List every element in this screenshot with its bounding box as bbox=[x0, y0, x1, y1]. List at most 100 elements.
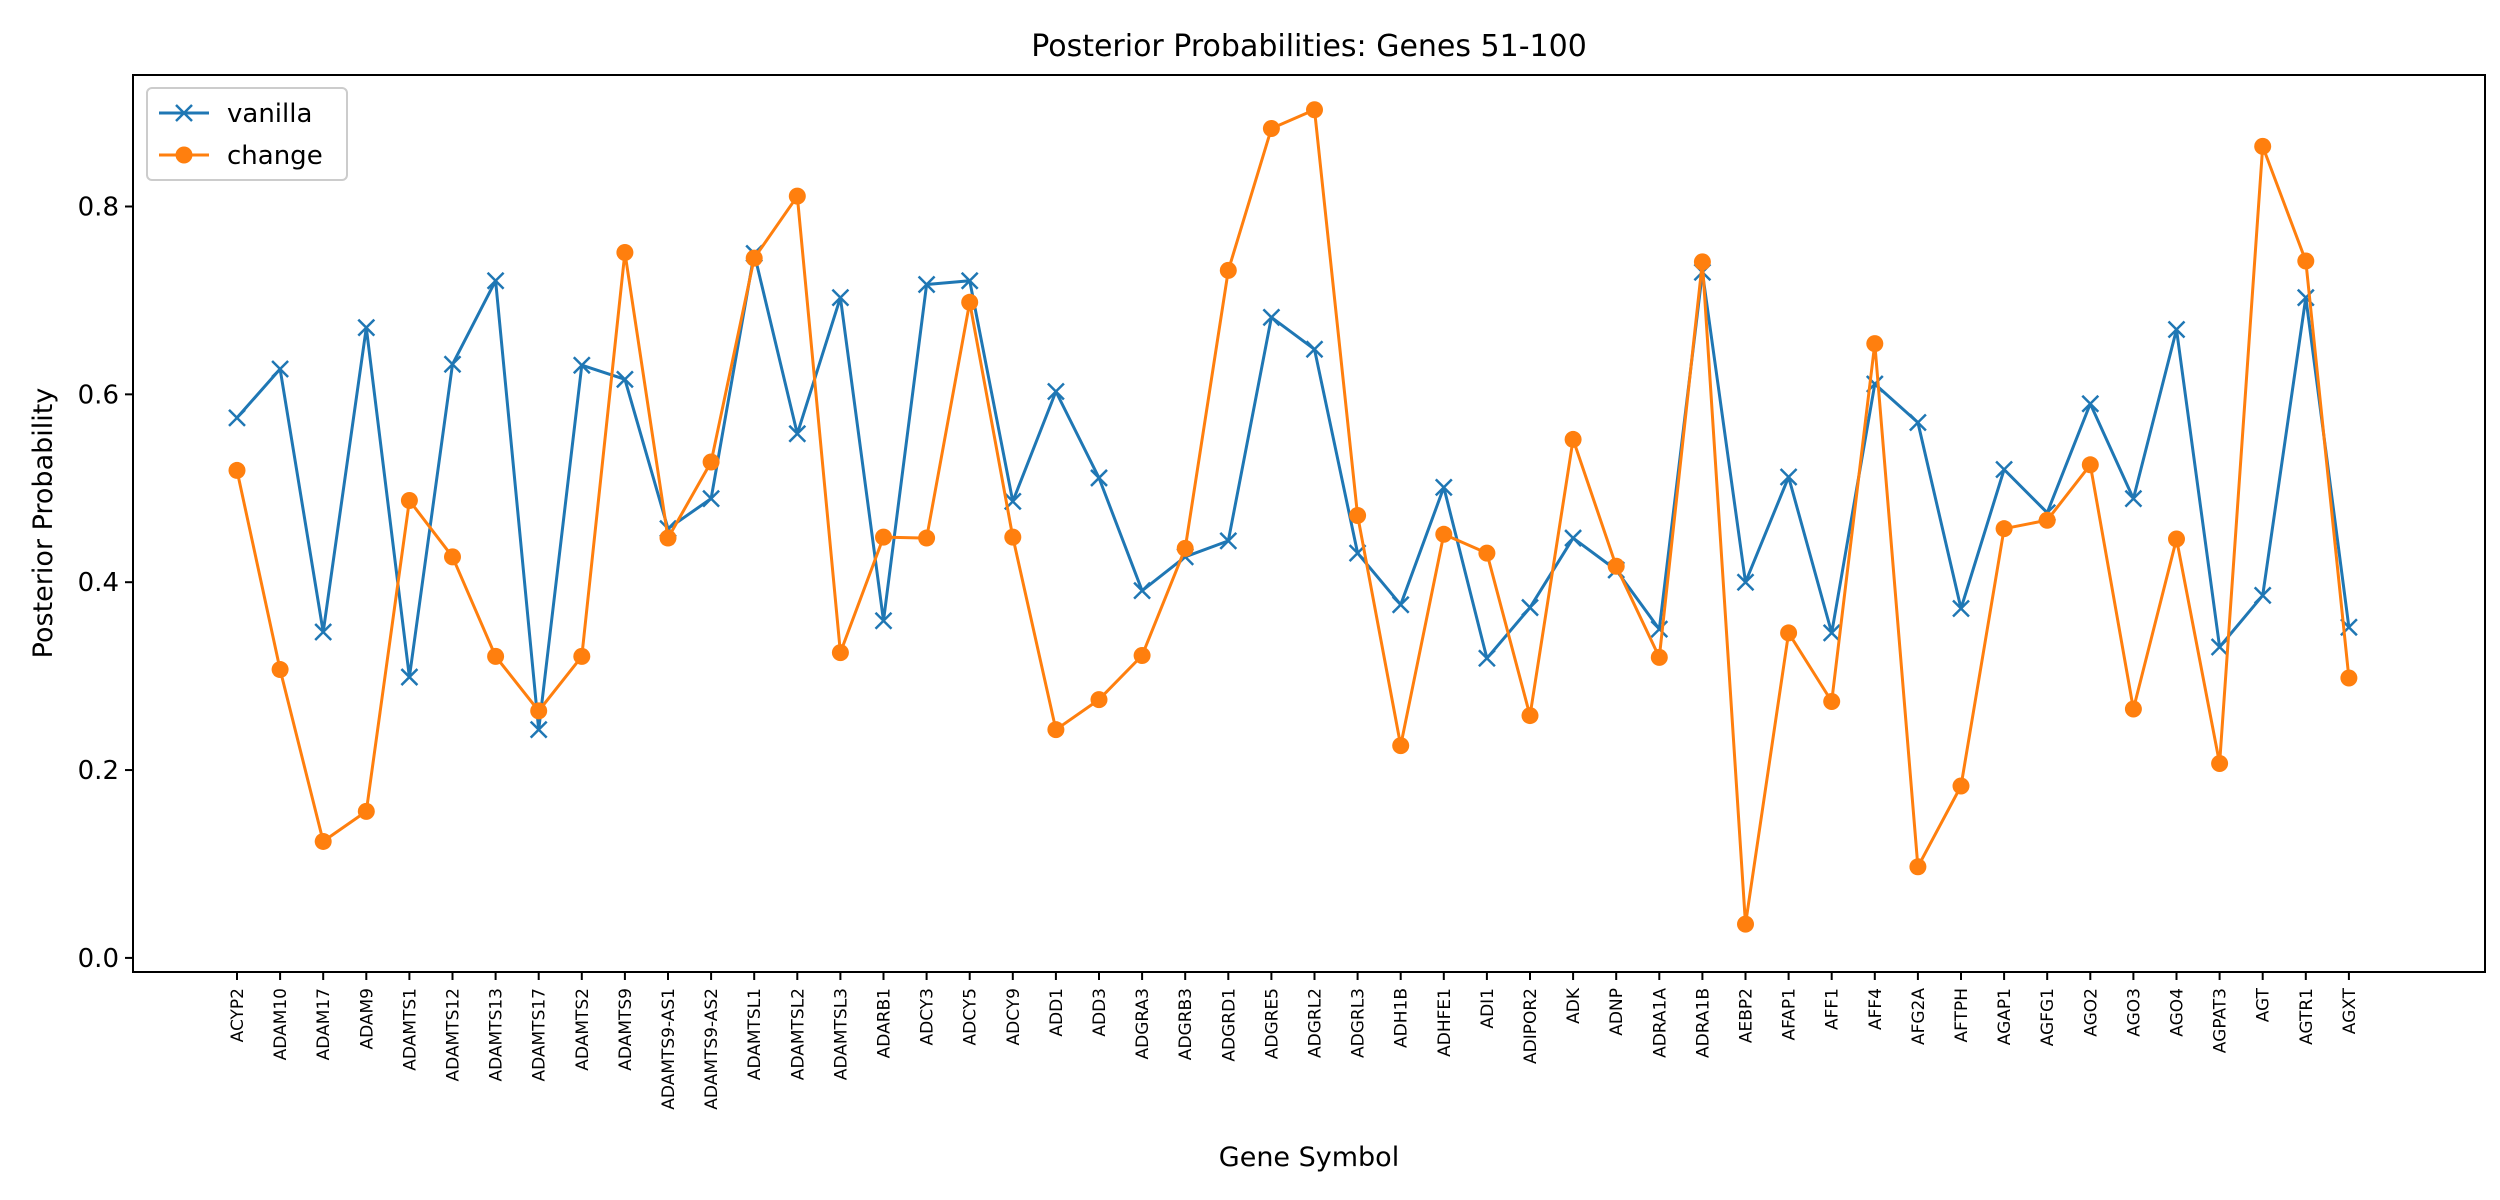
x-tick-label: ADAMTS2 bbox=[573, 988, 593, 1071]
data-point-change bbox=[1607, 557, 1625, 575]
x-tick-label: ADARB1 bbox=[875, 988, 895, 1058]
x-tick-label: ADAMTS12 bbox=[444, 988, 464, 1082]
x-tick-label: AFF1 bbox=[1823, 988, 1843, 1030]
data-point-change bbox=[1262, 120, 1280, 138]
x-tick-label: ADAMTS9 bbox=[616, 988, 636, 1071]
data-point-vanilla bbox=[2167, 320, 2186, 339]
y-tick-label: 0.2 bbox=[78, 756, 119, 786]
data-point-vanilla bbox=[1133, 581, 1151, 600]
data-point-change bbox=[659, 529, 677, 547]
data-point-change bbox=[2211, 754, 2229, 772]
data-point-vanilla bbox=[271, 360, 289, 378]
x-tick-label: ADAM17 bbox=[314, 988, 334, 1060]
x-tick-label: ADAMTSL3 bbox=[831, 988, 851, 1080]
x-tick-label: ADAMTS9-AS2 bbox=[702, 988, 722, 1110]
chart-title: Posterior Probabilities: Genes 51-100 bbox=[1031, 29, 1587, 64]
x-tick-label: ADAMTS17 bbox=[530, 988, 550, 1082]
data-point-change bbox=[1349, 507, 1367, 525]
data-point-change bbox=[1090, 691, 1108, 709]
data-point-vanilla bbox=[1047, 382, 1065, 401]
x-tick-label: ADD1 bbox=[1047, 988, 1067, 1037]
data-point-change bbox=[1866, 335, 1884, 353]
data-point-vanilla bbox=[1478, 649, 1496, 668]
x-tick-label: ADCY5 bbox=[961, 988, 981, 1046]
data-point-change bbox=[1047, 721, 1065, 739]
y-axis-label: Posterior Probability bbox=[28, 388, 59, 659]
data-point-change bbox=[1133, 646, 1151, 664]
y-tick-label: 0.4 bbox=[78, 568, 119, 598]
legend-box bbox=[146, 87, 348, 181]
data-point-vanilla bbox=[357, 318, 376, 337]
x-tick-label: ADGRL2 bbox=[1306, 988, 1326, 1058]
x-tick-label: AGO2 bbox=[2081, 988, 2101, 1037]
x-tick-label: ADAMTS9-AS1 bbox=[659, 988, 679, 1110]
data-point-vanilla bbox=[1434, 478, 1453, 497]
data-point-vanilla bbox=[1736, 573, 1755, 592]
x-tick-label: AGTR1 bbox=[2297, 988, 2317, 1045]
x-tick-label: ADCY9 bbox=[1004, 988, 1024, 1046]
x-tick-label: ADGRD1 bbox=[1219, 988, 1239, 1062]
x-tick-label: AFTPH bbox=[1952, 988, 1972, 1043]
data-point-vanilla bbox=[831, 288, 850, 307]
x-tick-label: AGFG1 bbox=[2038, 988, 2058, 1046]
data-point-vanilla bbox=[874, 611, 893, 630]
x-tick-label: ADGRA3 bbox=[1133, 988, 1153, 1059]
y-tick-label: 0.0 bbox=[78, 944, 119, 974]
data-point-vanilla bbox=[572, 356, 591, 375]
x-tick-label: AGPAT3 bbox=[2211, 988, 2231, 1053]
data-point-vanilla bbox=[314, 623, 333, 641]
data-point-vanilla bbox=[1779, 468, 1798, 486]
data-point-vanilla bbox=[1952, 599, 1970, 618]
data-point-vanilla bbox=[228, 408, 246, 427]
data-point-change bbox=[530, 702, 548, 720]
x-tick-label: ADAMTSL2 bbox=[788, 988, 808, 1080]
data-point-vanilla bbox=[960, 271, 979, 290]
data-point-change bbox=[616, 244, 634, 262]
data-point-vanilla bbox=[2253, 586, 2272, 605]
data-point-vanilla bbox=[1391, 595, 1410, 614]
data-point-vanilla bbox=[400, 668, 419, 686]
data-point-vanilla bbox=[917, 275, 936, 294]
data-point-change bbox=[271, 661, 289, 679]
data-point-change bbox=[702, 453, 720, 471]
data-point-vanilla bbox=[1262, 308, 1281, 327]
data-point-vanilla bbox=[1995, 460, 2013, 479]
x-tick-label: AFG2A bbox=[1909, 988, 1929, 1045]
data-point-change bbox=[2254, 137, 2272, 155]
y-tick-label: 0.6 bbox=[78, 380, 119, 410]
x-tick-label: ADAMTSL1 bbox=[745, 988, 765, 1080]
data-point-change bbox=[961, 293, 979, 311]
x-tick-label: ADGRE5 bbox=[1262, 988, 1282, 1059]
x-tick-label: ADAM10 bbox=[271, 988, 291, 1060]
data-point-change bbox=[1435, 525, 1453, 543]
data-point-change bbox=[2124, 700, 2142, 718]
data-point-vanilla bbox=[1090, 469, 1108, 487]
x-tick-label: AFAP1 bbox=[1780, 988, 1800, 1041]
data-point-vanilla bbox=[1305, 340, 1324, 359]
data-point-change bbox=[1306, 101, 1323, 119]
data-point-change bbox=[444, 548, 461, 566]
data-point-change bbox=[2297, 252, 2315, 270]
series-line-change bbox=[235, 108, 2351, 926]
data-point-vanilla bbox=[1822, 624, 1841, 642]
data-point-change bbox=[228, 461, 246, 479]
data-point-vanilla bbox=[702, 489, 720, 508]
x-tick-label: AFF4 bbox=[1866, 988, 1886, 1030]
data-point-change bbox=[573, 647, 591, 665]
data-point-vanilla bbox=[788, 424, 807, 443]
data-point-change bbox=[1737, 915, 1754, 933]
x-tick-label: AGXT bbox=[2340, 987, 2360, 1034]
data-point-change bbox=[1693, 253, 1711, 271]
data-point-change bbox=[1952, 777, 1970, 795]
legend-label-change: change bbox=[227, 141, 323, 171]
x-tick-label: ADGRB3 bbox=[1176, 988, 1196, 1060]
data-point-change bbox=[487, 647, 505, 665]
x-tick-label: ADNP bbox=[1607, 988, 1627, 1036]
x-tick-label: ADRA1B bbox=[1693, 988, 1713, 1058]
data-point-change bbox=[788, 187, 806, 205]
legend-marker-change bbox=[175, 146, 193, 164]
series-line-vanilla bbox=[235, 252, 2351, 732]
x-tick-label: AEBP2 bbox=[1737, 988, 1757, 1043]
x-tick-label: AGO3 bbox=[2124, 988, 2144, 1037]
